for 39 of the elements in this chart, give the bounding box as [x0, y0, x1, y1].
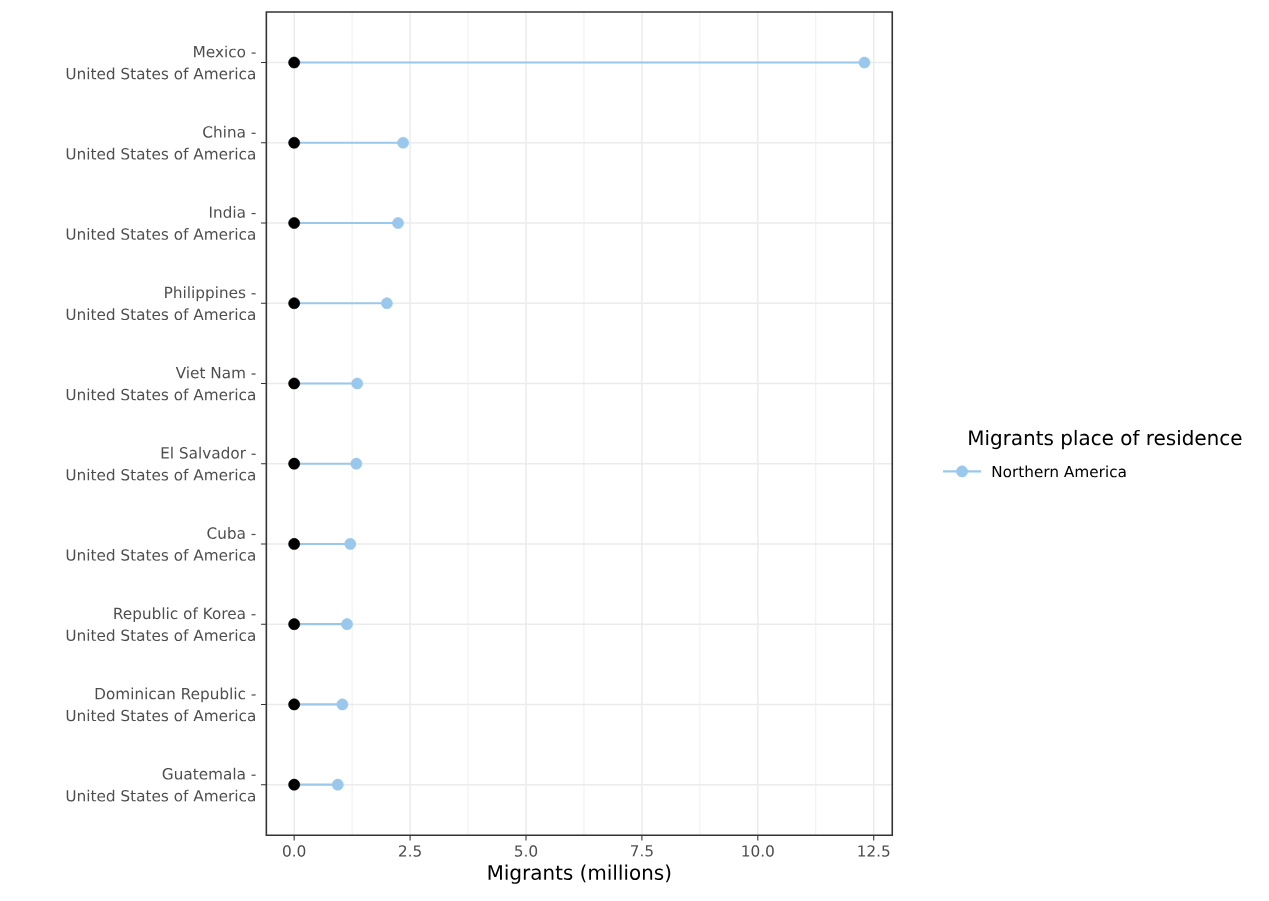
point — [288, 377, 301, 390]
point — [341, 618, 353, 631]
point — [288, 618, 301, 631]
point — [381, 297, 393, 310]
point — [288, 297, 301, 310]
legend-label: Northern America — [992, 465, 1126, 478]
x-tick-label: 5.0 — [515, 845, 538, 857]
point — [858, 56, 871, 69]
y-tick-label: China - United States of America — [66, 125, 256, 160]
point — [288, 778, 301, 791]
y-tick-label: Dominican Republic - United States of America — [66, 687, 256, 722]
point — [288, 538, 301, 550]
x-tick-label: 10.0 — [742, 845, 774, 857]
x-tick-label: 7.5 — [631, 845, 653, 857]
y-tick-label: Cuba - United States of America — [66, 527, 256, 561]
point — [336, 698, 349, 711]
y-tick-label: Guatemala - United States of America — [66, 767, 256, 802]
y-tick-label: Philippines - United States of America — [66, 286, 256, 321]
y-tick-label: Republic of Korea - United States of America — [66, 607, 256, 642]
point — [288, 136, 301, 149]
point — [288, 217, 301, 229]
point — [331, 778, 344, 791]
point — [344, 538, 357, 550]
y-tick-label: El Salvador - United States of America — [66, 446, 256, 481]
point — [392, 217, 404, 229]
y-tick-label: Mexico - United States of America — [66, 45, 256, 80]
point — [288, 698, 301, 711]
point — [288, 56, 301, 69]
point — [350, 457, 363, 470]
x-tick-label: 2.5 — [399, 845, 421, 857]
point — [288, 457, 301, 470]
x-tick-label: 0.0 — [283, 845, 306, 857]
y-tick-label: India - United States of America — [66, 206, 256, 240]
point — [351, 377, 364, 390]
x-tick-label: 12.5 — [858, 845, 890, 857]
legend-title: Migrants place of residence — [969, 429, 1242, 450]
x-axis-title: Migrants (millions) — [488, 864, 671, 884]
y-tick-label: Viet Nam - United States of America — [66, 366, 256, 401]
point — [397, 136, 409, 149]
